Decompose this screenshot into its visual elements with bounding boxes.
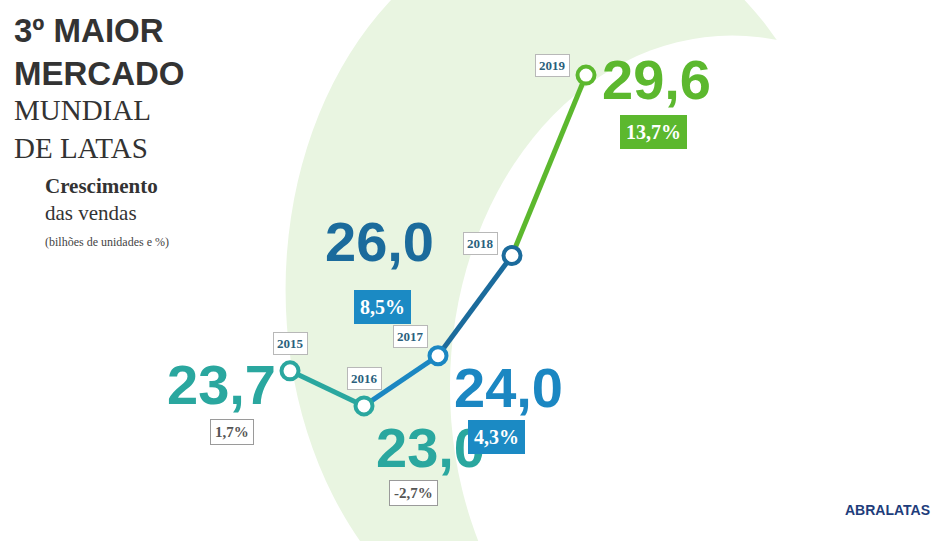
svg-text:MUNDIALDE LATAS: MUNDIALDE LATAS bbox=[14, 94, 151, 164]
svg-text:13,7%: 13,7% bbox=[626, 121, 681, 143]
svg-text:8,5%: 8,5% bbox=[360, 296, 405, 318]
svg-text:29,6: 29,6 bbox=[602, 48, 711, 111]
svg-text:ABRALATAS: ABRALATAS bbox=[845, 502, 930, 518]
svg-text:2019: 2019 bbox=[539, 58, 566, 73]
svg-text:2018: 2018 bbox=[467, 236, 494, 251]
svg-text:2017: 2017 bbox=[397, 329, 424, 344]
svg-text:4,3%: 4,3% bbox=[474, 426, 519, 448]
svg-text:2015: 2015 bbox=[277, 336, 304, 351]
svg-text:1,7%: 1,7% bbox=[215, 424, 249, 440]
svg-text:-2,7%: -2,7% bbox=[394, 485, 433, 501]
svg-text:(bilhões de unidades e %): (bilhões de unidades e %) bbox=[45, 235, 169, 249]
svg-text:3º MAIORMERCADO: 3º MAIORMERCADO bbox=[14, 12, 185, 92]
svg-text:23,0: 23,0 bbox=[376, 416, 485, 479]
svg-text:Crescimentodas vendas: Crescimentodas vendas bbox=[45, 174, 158, 225]
svg-text:23,7: 23,7 bbox=[167, 353, 276, 416]
svg-text:26,0: 26,0 bbox=[325, 210, 434, 273]
svg-text:2016: 2016 bbox=[351, 371, 378, 386]
svg-text:24,0: 24,0 bbox=[454, 356, 563, 419]
